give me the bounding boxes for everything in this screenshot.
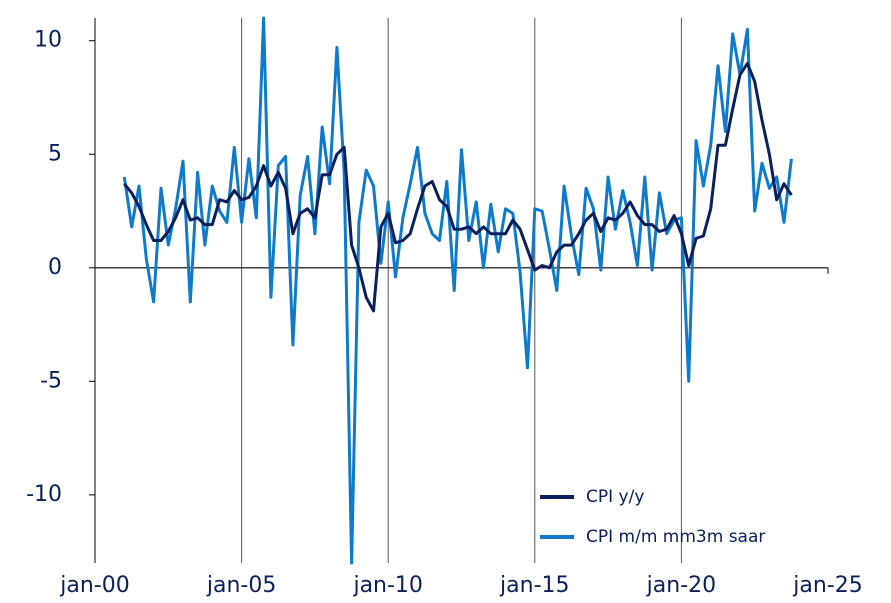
legend-label: CPI m/m mm3m saar (586, 527, 765, 547)
y-tick-label: -5 (40, 368, 62, 393)
x-tick-label: jan-25 (792, 573, 862, 598)
y-tick-label: 5 (48, 141, 62, 166)
series-line (122, 16, 793, 565)
x-tick-label: jan-15 (499, 573, 569, 598)
x-tick-label: jan-00 (59, 573, 129, 598)
x-tick-label: jan-10 (352, 573, 422, 598)
y-tick-label: 0 (48, 255, 62, 280)
series-line (123, 61, 793, 313)
x-tick-label: jan-20 (646, 573, 716, 598)
legend-label: CPI y/y (586, 487, 644, 507)
x-tick-label: jan-05 (206, 573, 276, 598)
y-tick-label: 10 (34, 28, 62, 53)
y-tick-label: -10 (26, 482, 62, 507)
